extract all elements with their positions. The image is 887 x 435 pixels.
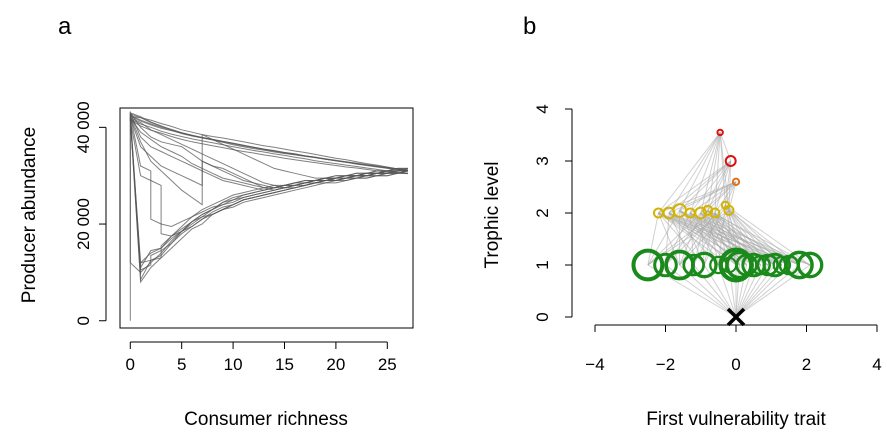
panel-b-link — [679, 132, 721, 211]
panel-b-x-tick-label: 0 — [731, 355, 740, 374]
panel-b-link — [735, 264, 811, 318]
panel-a-y-axis-title: Producer abundance — [19, 127, 40, 303]
panel-a-series-group — [129, 111, 409, 321]
panel-b-node-consumer — [694, 206, 708, 220]
panel-b-link — [735, 264, 741, 318]
panel-b-node-producer — [785, 250, 814, 280]
panel-b-y-tick-label: 1 — [533, 260, 552, 269]
panel-a-y-tick-label: 20 000 — [74, 198, 93, 250]
panel-b-node-producer — [690, 251, 718, 279]
panel-b-link — [679, 160, 732, 211]
panel-b-node-producer — [631, 248, 665, 282]
panel-b-y-tick-label: 2 — [533, 208, 552, 217]
panel-b-link — [725, 204, 811, 266]
panel-b-link — [679, 212, 702, 266]
panel-a-series-line — [129, 117, 408, 189]
panel-b-y-tick-label: 0 — [533, 312, 552, 321]
panel-a-series-line — [129, 112, 408, 191]
panel-b-link — [689, 132, 721, 214]
panel-a-series-line — [129, 113, 408, 171]
panel-a-y-tick-label: 0 — [74, 316, 93, 325]
panel-b-node-predator_red — [716, 128, 724, 137]
panel-a-y-axis: 0 20 000 40 000 — [74, 101, 107, 325]
panel-b-link — [700, 160, 732, 214]
panel-b-node-predator_red — [724, 155, 737, 167]
panel-b-y-axis-title: Trophic level — [482, 161, 503, 268]
panel-b-x-tick-label: −4 — [585, 355, 604, 374]
panel-b-link — [689, 160, 732, 214]
panel-a-plot-box — [119, 107, 414, 329]
panel-b-y-tick-label: 3 — [533, 156, 552, 165]
panel-a-series-line — [129, 118, 408, 175]
panel-a-series-line — [129, 115, 409, 206]
panel-b-link — [707, 181, 737, 211]
panel-a-series-line — [129, 115, 408, 172]
panel-a-series-line — [129, 112, 408, 172]
panel-b-node-predator_orange — [731, 177, 741, 186]
panel-a-series-line — [129, 117, 408, 174]
panel-b-node-producer — [796, 251, 824, 279]
panel-b-trophic-links — [647, 132, 811, 318]
panel-b-node-producer — [653, 252, 678, 278]
panel-b-link — [658, 160, 732, 214]
panel-b-base-marker — [726, 307, 746, 327]
panel-b-link — [700, 132, 721, 214]
panel-b-link — [658, 132, 721, 214]
panel-a-series-line — [129, 116, 409, 282]
panel-b-link — [647, 264, 737, 318]
panel-b-link — [665, 212, 670, 266]
panel-b-link — [700, 212, 740, 266]
panel-a-x-tick-label: 5 — [177, 355, 186, 374]
panel-b-link — [657, 212, 681, 266]
panel-b-y-axis: 0 1 2 3 4 — [533, 104, 573, 322]
panel-b-node-producer — [772, 255, 792, 275]
panel-a-x-tick-label: 15 — [275, 355, 294, 374]
panel-b-link — [728, 210, 741, 266]
panel-a-label: a — [58, 13, 72, 40]
panel-b-link — [714, 160, 732, 214]
panel-b-node-consumer — [702, 204, 714, 216]
panel-b-link — [703, 210, 730, 266]
panel-a-x-tick-label: 25 — [378, 355, 397, 374]
panel-b-x-axis: −4 −2 0 2 4 — [585, 324, 882, 374]
panel-a-x-tick-label: 20 — [326, 355, 345, 374]
panel-b-node-consumer — [709, 207, 721, 219]
panel-b-link — [647, 210, 681, 266]
panel-b-node-producer — [750, 254, 771, 276]
panel-a-series-line — [129, 117, 408, 187]
panel-a-x-axis: 0 5 10 15 20 25 — [126, 341, 397, 374]
panel-b-link — [647, 212, 702, 266]
panel-b-x-axis-title: First vulnerability trait — [646, 409, 826, 430]
panel-b-link — [714, 181, 737, 214]
panel-a: 0 5 10 15 20 25 0 20 000 40 000 Consumer richne… — [19, 101, 414, 430]
panel-b-link — [647, 212, 659, 266]
panel-b-link — [707, 210, 719, 266]
panel-a-series-line — [129, 111, 408, 171]
panel-b-x-tick-label: 2 — [802, 355, 811, 374]
panel-b-x-tick-label: 4 — [872, 355, 881, 374]
panel-a-x-axis-title: Consumer richness — [184, 409, 348, 430]
panel-a-series-line — [130, 115, 408, 171]
panel-b-link — [707, 160, 732, 211]
panel-b-link — [665, 264, 737, 318]
panel-a-y-tick-label: 40 000 — [74, 101, 93, 153]
panel-b-link — [665, 204, 726, 266]
panel-b-link — [724, 160, 732, 206]
panel-a-series-line — [129, 117, 408, 321]
panel-b-species-nodes — [631, 128, 824, 327]
panel-b-link — [728, 160, 732, 211]
panel-b-node-consumer — [723, 204, 735, 216]
panel-a-x-tick-label: 0 — [126, 355, 135, 374]
panel-b-y-tick-label: 4 — [533, 104, 552, 113]
panel-a-x-tick-label: 10 — [224, 355, 243, 374]
panel-b-node-producer — [682, 253, 705, 277]
panel-b-label: b — [523, 13, 536, 40]
panel-b-x-tick-label: −2 — [656, 355, 675, 374]
panel-a-series-line — [129, 120, 409, 237]
